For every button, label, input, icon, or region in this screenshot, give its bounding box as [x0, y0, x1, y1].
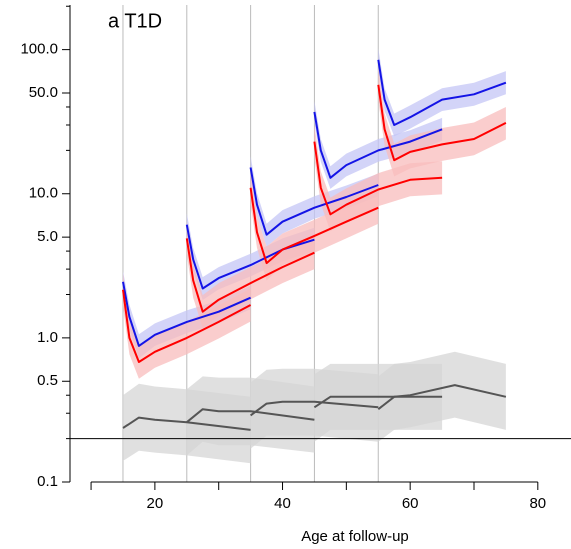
- y-tick-label: 100.0: [20, 41, 58, 58]
- y-tick-label: 1.0: [37, 329, 58, 346]
- confidence-band: [378, 48, 506, 137]
- series-line: [122, 289, 252, 363]
- series-line: [313, 141, 443, 216]
- series-line: [377, 84, 507, 162]
- x-tick-label: 80: [529, 495, 546, 512]
- x-tick-label: 20: [147, 495, 164, 512]
- y-tick-label: 0.5: [37, 372, 58, 389]
- confidence-band: [314, 101, 443, 189]
- chart-title: a T1D: [108, 10, 162, 32]
- series-line: [249, 167, 379, 236]
- confidence-band: [250, 156, 379, 247]
- series-line: [122, 416, 251, 431]
- series-line: [186, 408, 315, 423]
- series-line: [250, 400, 379, 417]
- y-tick-label: 10.0: [29, 185, 58, 202]
- confidence-band: [378, 68, 506, 177]
- y-tick-label: 50.0: [29, 84, 58, 101]
- x-tick-label: 40: [274, 495, 291, 512]
- series-line: [377, 59, 507, 126]
- series-line: [185, 238, 315, 313]
- y-tick-label: 0.1: [37, 473, 58, 490]
- x-axis-label: Age at follow-up: [301, 528, 409, 545]
- x-tick-label: 60: [402, 495, 419, 512]
- series-line: [377, 384, 507, 410]
- confidence-band: [250, 171, 379, 281]
- series-line: [122, 281, 252, 347]
- series-line: [313, 111, 443, 179]
- series-line: [249, 187, 379, 265]
- y-tick-label: 5.0: [37, 228, 58, 245]
- confidence-band: [186, 221, 315, 328]
